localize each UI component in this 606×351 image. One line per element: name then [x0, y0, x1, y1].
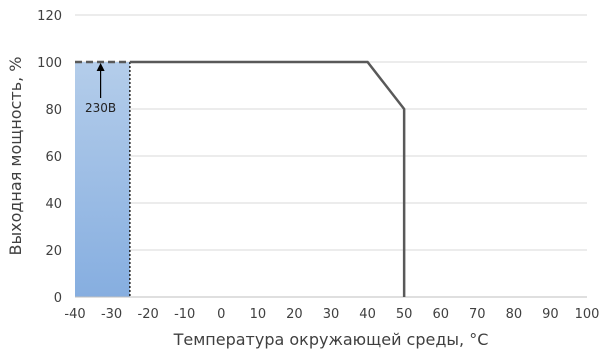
- x-tick-label-14: 100: [575, 307, 600, 322]
- y-axis-title: Выходная мощность, %: [6, 56, 25, 255]
- x-tick-label-1: -30: [101, 307, 122, 322]
- x-tick-label-6: 20: [286, 307, 303, 322]
- y-tick-label-6: 120: [37, 9, 62, 24]
- annotation-layer: 230В: [85, 63, 116, 115]
- x-tick-label-5: 10: [250, 307, 267, 322]
- x-tick-label-4: 0: [217, 307, 225, 322]
- x-tick-label-3: -10: [174, 307, 195, 322]
- y-tick-label-4: 80: [45, 103, 62, 118]
- x-tick-label-13: 90: [542, 307, 559, 322]
- y-tick-label-2: 40: [45, 197, 62, 212]
- annotation-label-0: 230В: [85, 101, 116, 115]
- tick-labels: -40 -30 -20 -10 0 10 20 30 40 50 60 70 80 90 100 0 20 40 6…: [37, 9, 599, 322]
- x-tick-label-7: 30: [323, 307, 340, 322]
- y-tick-label-5: 100: [37, 56, 62, 71]
- x-tick-label-9: 50: [396, 307, 413, 322]
- x-tick-label-12: 80: [506, 307, 523, 322]
- shaded-region: [75, 62, 130, 297]
- x-axis-title: Температура окружающей среды, °C: [173, 330, 489, 349]
- grid: [75, 14, 587, 251]
- y-tick-label-1: 20: [45, 244, 62, 259]
- series-layer: [75, 60, 406, 297]
- x-tick-label-2: -20: [138, 307, 159, 322]
- x-tick-label-10: 60: [432, 307, 449, 322]
- y-tick-label-3: 60: [45, 150, 62, 165]
- series-line-0: [129, 60, 406, 297]
- x-tick-label-8: 40: [359, 307, 376, 322]
- x-tick-label-11: 70: [469, 307, 486, 322]
- shaded-region-layer: [75, 62, 131, 297]
- x-tick-label-0: -40: [64, 307, 85, 322]
- y-tick-label-0: 0: [54, 291, 62, 306]
